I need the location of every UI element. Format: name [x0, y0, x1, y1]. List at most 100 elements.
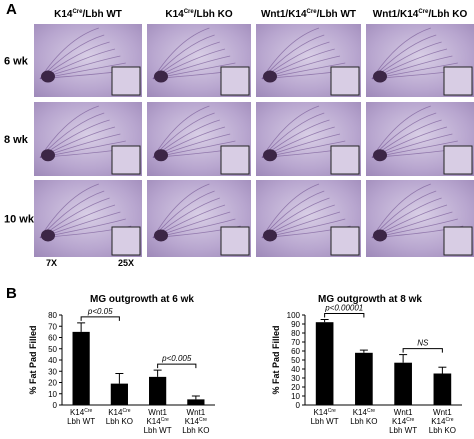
y-tick-label: 10 — [48, 390, 57, 399]
duct — [39, 183, 99, 238]
x-tick-sup: Cre — [367, 408, 375, 414]
inset — [330, 226, 360, 256]
y-tick-label: 0 — [53, 401, 58, 410]
bar — [315, 322, 334, 405]
image-grid — [34, 24, 474, 257]
x-tick-label: Lbh KO — [106, 417, 133, 426]
header-sup: Cre — [72, 9, 83, 15]
x-tick-label: K14Cre — [146, 417, 169, 426]
header-text: /Lbh KO — [194, 9, 233, 20]
y-tick-label: 80 — [291, 329, 300, 338]
y-tick-label: 50 — [48, 345, 57, 354]
header-text: K14 — [54, 9, 73, 20]
error-bar — [399, 354, 408, 363]
y-tick-label: 40 — [48, 356, 57, 365]
bar — [394, 362, 412, 405]
column-header: K14Cre/Lbh KO — [165, 9, 232, 20]
significance-label: p<0.05 — [87, 307, 113, 316]
magnification: 25X — [118, 258, 134, 268]
inset — [220, 145, 250, 175]
x-tick-label: K14Cre — [392, 417, 415, 426]
x-tick-text: K14 — [313, 408, 328, 417]
duct — [39, 105, 99, 158]
duct — [371, 105, 431, 158]
lymph-node — [154, 229, 168, 242]
lymph-node — [263, 229, 277, 242]
x-tick-label: Lbh WT — [144, 426, 172, 435]
header-sup: Cre — [184, 9, 195, 15]
x-tick-label: Wnt1 — [394, 408, 413, 417]
inset — [111, 145, 141, 175]
y-tick-label: 50 — [291, 356, 300, 365]
row-label: 8 wk — [4, 134, 29, 146]
error-bar — [153, 369, 162, 377]
error-bar — [320, 319, 329, 323]
y-tick-label: 60 — [291, 347, 300, 356]
header-text: /Lbh KO — [428, 9, 467, 20]
header-text: K14 — [165, 9, 184, 20]
row-label: 10 wk — [4, 214, 35, 226]
significance-bracket — [402, 348, 443, 353]
chart-title: MG outgrowth at 8 wk — [318, 294, 422, 305]
inset — [443, 66, 473, 96]
header-text: /Lbh WT — [317, 9, 356, 20]
y-tick-label: 100 — [287, 311, 301, 320]
x-tick-text: K14 — [185, 417, 200, 426]
x-tick-label: Wnt1 — [433, 408, 452, 417]
header-text: /Lbh WT — [82, 9, 121, 20]
inset — [443, 145, 473, 175]
column-header: Wnt1/K14Cre/Lbh WT — [261, 9, 356, 20]
error-bar — [191, 395, 200, 400]
inset — [111, 66, 141, 96]
error-bar — [438, 366, 447, 374]
error-bar — [359, 349, 368, 353]
row-label: 6 wk — [4, 56, 29, 68]
x-tick-sup: Cre — [328, 408, 336, 414]
y-tick-label: 40 — [291, 365, 300, 374]
lymph-node — [263, 70, 277, 83]
significance-bracket — [157, 363, 197, 369]
x-tick-label: Lbh KO — [429, 426, 456, 435]
x-tick-label: K14Cre — [70, 408, 93, 417]
inset — [111, 226, 141, 256]
significance-label: p<0.005 — [161, 354, 192, 363]
inset — [330, 145, 360, 175]
inset — [220, 66, 250, 96]
x-tick-label: Lbh KO — [182, 426, 209, 435]
bar — [355, 352, 373, 405]
x-tick-label: Lbh KO — [350, 417, 377, 426]
x-tick-label: Lbh WT — [311, 417, 339, 426]
y-tick-label: 70 — [48, 322, 57, 331]
x-tick-text: K14 — [431, 417, 446, 426]
header-text: Wnt1/K14 — [261, 9, 307, 20]
inset — [330, 66, 360, 96]
y-tick-label: 60 — [48, 334, 57, 343]
y-tick-label: 90 — [291, 320, 300, 329]
x-tick-label: K14Cre — [313, 408, 336, 417]
lymph-node — [41, 149, 55, 162]
x-tick-text: K14 — [108, 408, 123, 417]
duct — [261, 183, 320, 238]
inset — [443, 226, 473, 256]
lymph-node — [263, 149, 277, 162]
lymph-node — [373, 149, 387, 162]
chart-title: MG outgrowth at 6 wk — [90, 294, 194, 305]
x-tick-sup: Cre — [199, 417, 207, 423]
lymph-node — [373, 70, 387, 83]
y-tick-label: 20 — [48, 379, 57, 388]
lymph-node — [41, 229, 55, 242]
panel-label: A — [6, 1, 17, 18]
header-sup: Cre — [418, 9, 429, 15]
x-tick-text: K14 — [392, 417, 407, 426]
error-bar — [115, 373, 124, 384]
y-tick-label: 10 — [291, 392, 300, 401]
x-tick-label: Wnt1 — [148, 408, 167, 417]
column-header: K14Cre/Lbh WT — [54, 9, 122, 20]
x-tick-sup: Cre — [161, 417, 169, 423]
duct — [371, 183, 431, 238]
significance-bracket — [80, 316, 120, 321]
inset — [220, 226, 250, 256]
y-tick-label: 30 — [291, 374, 300, 383]
y-tick-label: 30 — [48, 367, 57, 376]
